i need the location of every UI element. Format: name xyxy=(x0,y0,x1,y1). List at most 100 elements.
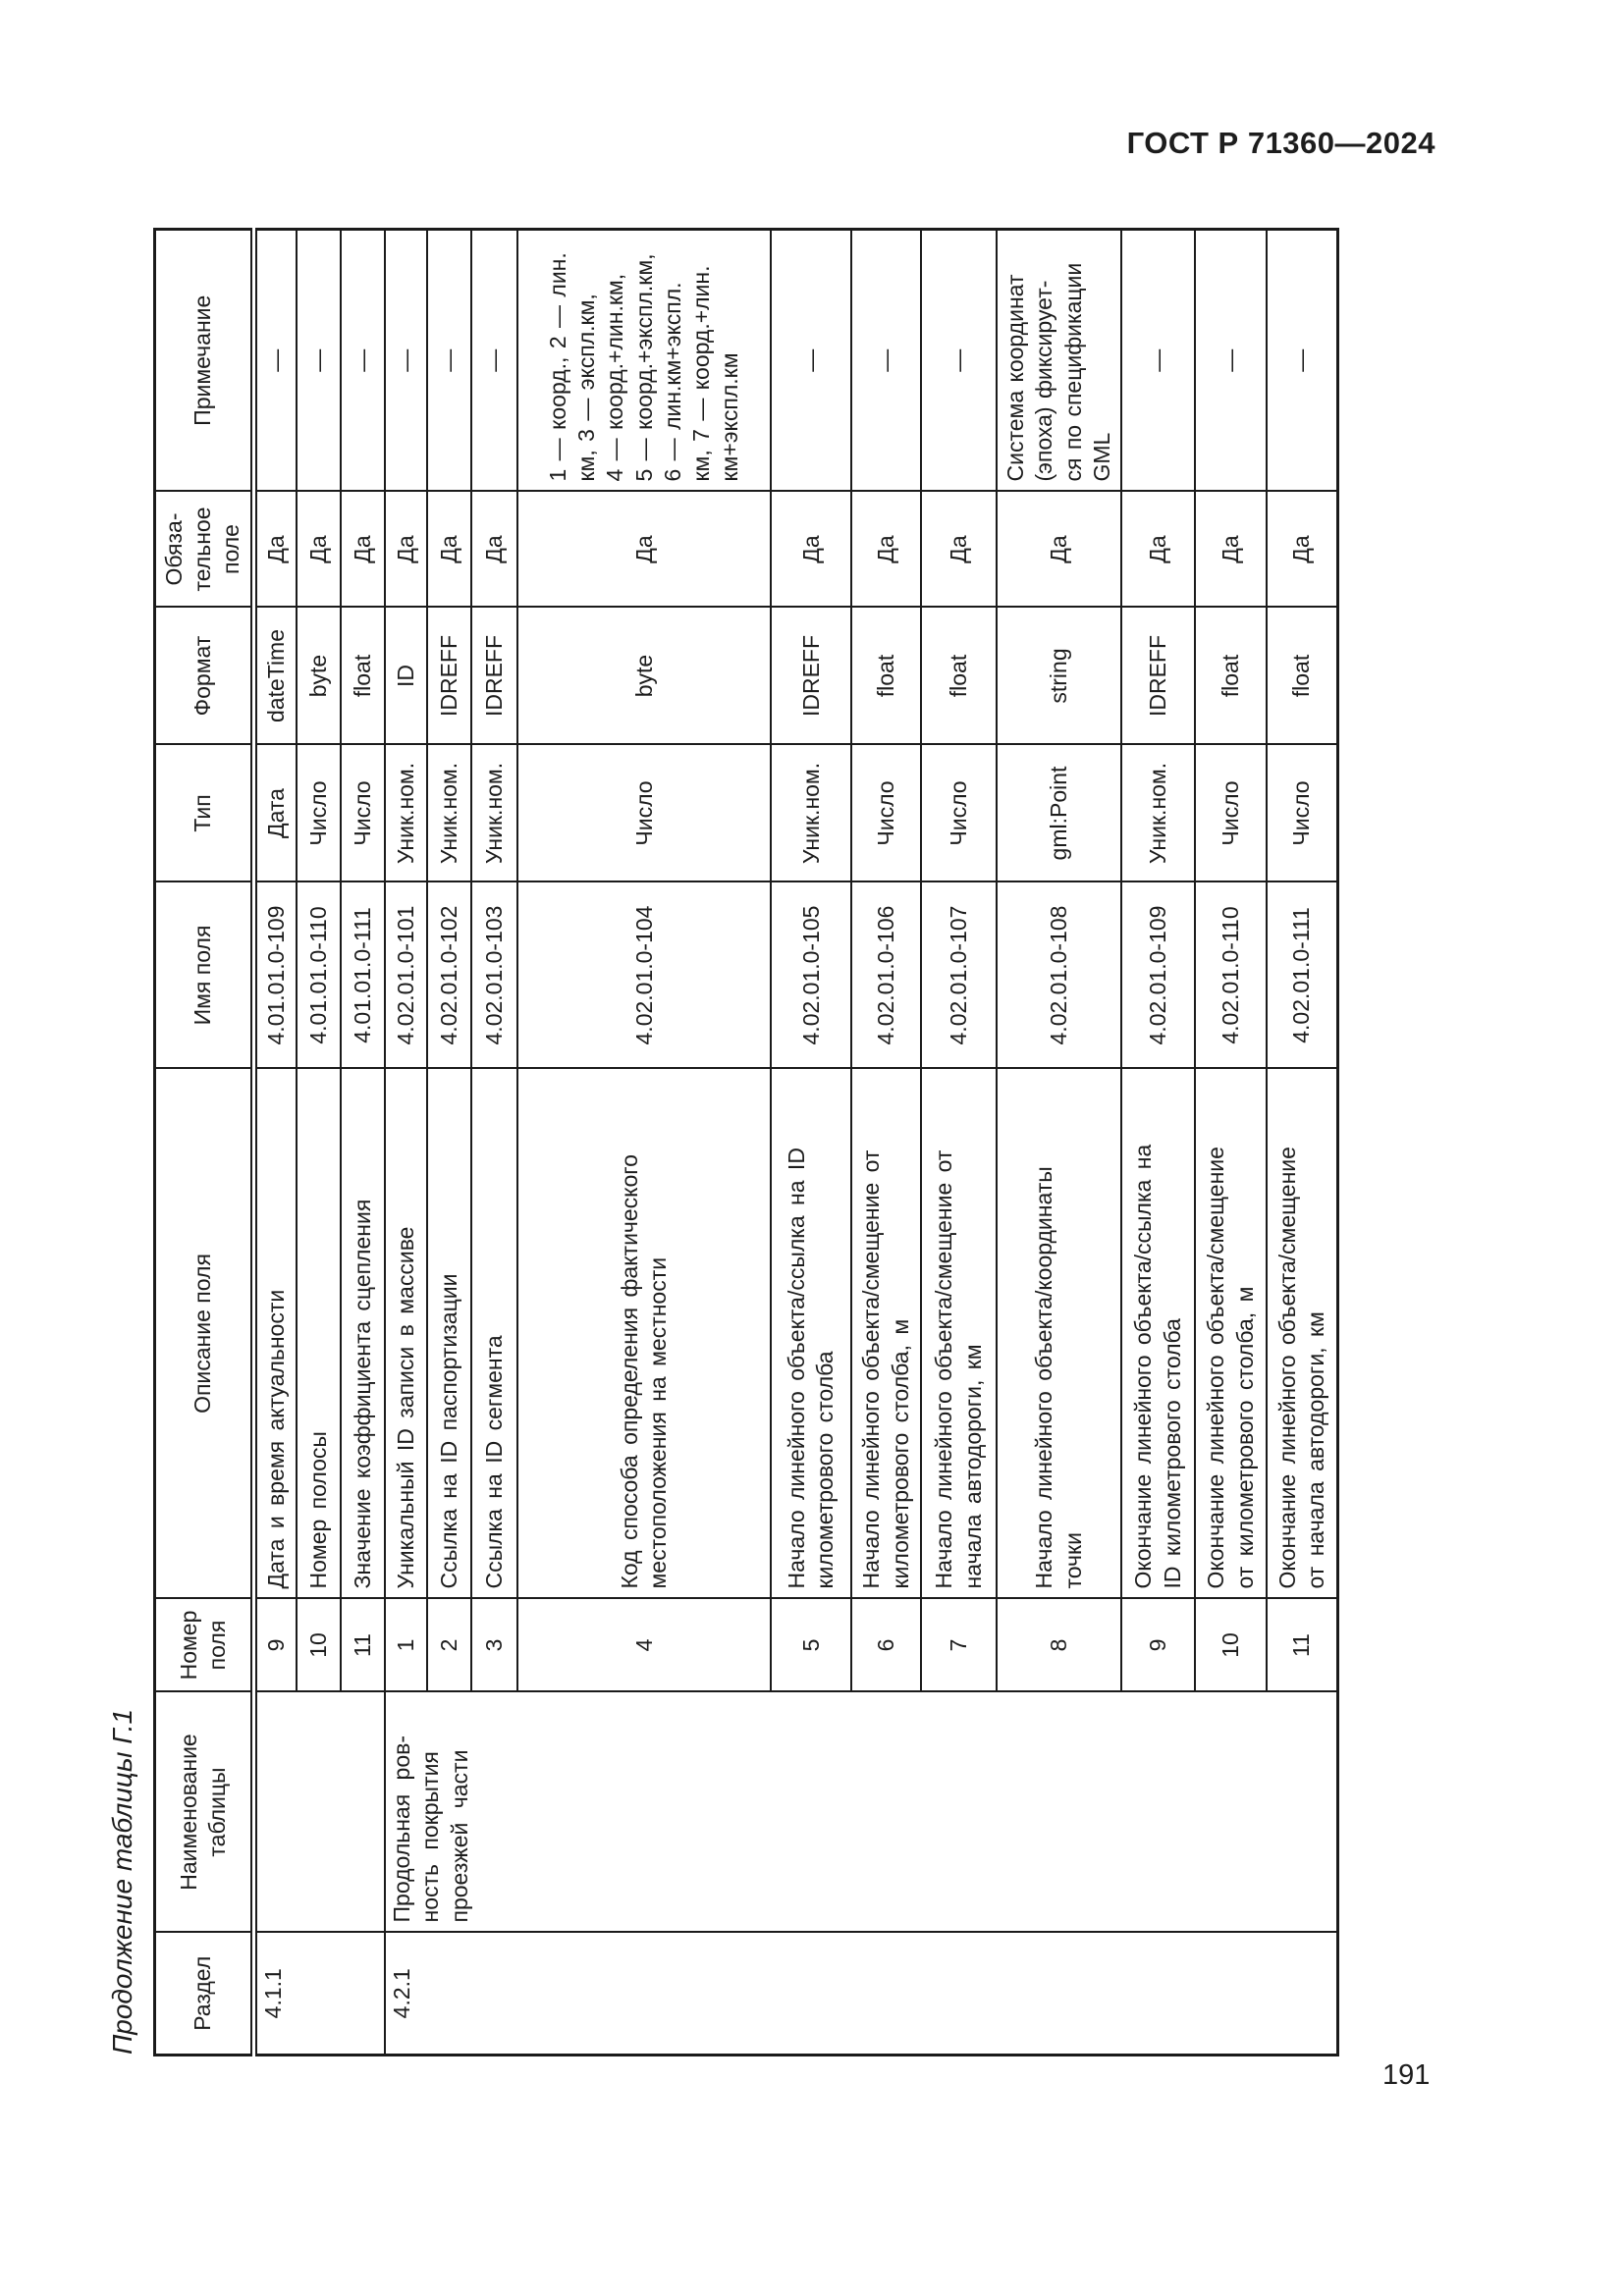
cell-description: Начало линейного объекта/смещение от нач… xyxy=(921,1068,998,1599)
cell-table-name: Продольная ров- ность покрытия проезжей … xyxy=(385,1691,1338,1933)
cell-required: Да xyxy=(517,491,772,608)
cell-required: Да xyxy=(471,491,518,608)
cell-format: dateTime xyxy=(253,607,298,745)
cell-required: Да xyxy=(1267,491,1338,608)
cell-field-number: 9 xyxy=(253,1598,298,1692)
cell-note: — xyxy=(1121,229,1196,492)
cell-description: Окончание линейного объекта/ссылка на ID… xyxy=(1121,1068,1196,1599)
header-tip: Тип xyxy=(154,744,254,882)
cell-type: Число xyxy=(517,744,772,882)
cell-format: IDREFF xyxy=(1121,607,1196,745)
cell-note: — xyxy=(253,229,298,492)
cell-format: IDREFF xyxy=(771,607,852,745)
cell-description: Ссылка на ID паспортизации xyxy=(427,1068,472,1599)
cell-field-number: 11 xyxy=(1267,1598,1338,1692)
cell-format: IDREFF xyxy=(471,607,518,745)
cell-description: Номер полосы xyxy=(297,1068,342,1599)
cell-field-number: 3 xyxy=(471,1598,518,1692)
cell-required: Да xyxy=(341,491,386,608)
cell-description: Окончание линейного объекта/смещение от … xyxy=(1267,1068,1338,1599)
cell-required: Да xyxy=(1121,491,1196,608)
cell-field-name: 4.02.01.0-102 xyxy=(427,881,472,1069)
cell-note: — xyxy=(851,229,922,492)
cell-type: Уник.ном. xyxy=(427,744,472,882)
header-nomer: Номер поля xyxy=(154,1598,254,1692)
cell-type: Уник.ном. xyxy=(385,744,428,882)
cell-type: Число xyxy=(297,744,342,882)
cell-note: Система координат (эпоха) фиксирует- ся … xyxy=(997,229,1122,492)
cell-required: Да xyxy=(997,491,1122,608)
header-primechanie: Примечание xyxy=(154,229,254,492)
cell-description: Уникальный ID записи в массиве xyxy=(385,1068,428,1599)
cell-field-number: 7 xyxy=(921,1598,998,1692)
cell-field-number: 10 xyxy=(297,1598,342,1692)
cell-type: Число xyxy=(1195,744,1268,882)
cell-type: gml:Point xyxy=(997,744,1122,882)
cell-description: Начало линейного объекта/координаты точк… xyxy=(997,1068,1122,1599)
cell-note: — xyxy=(771,229,852,492)
table-row: 4.1.1 9 Дата и время актуальности 4.01.01.0… xyxy=(253,229,386,2056)
cell-note: — xyxy=(1195,229,1268,492)
cell-note: — xyxy=(471,229,518,492)
cell-field-name: 4.02.01.0-103 xyxy=(471,881,518,1069)
cell-field-name: 4.01.01.0-111 xyxy=(341,881,386,1069)
cell-format: ID xyxy=(385,607,428,745)
cell-required: Да xyxy=(385,491,428,608)
cell-type: Число xyxy=(851,744,922,882)
cell-field-name: 4.02.01.0-101 xyxy=(385,881,428,1069)
cell-field-number: 6 xyxy=(851,1598,922,1692)
cell-note: — xyxy=(1267,229,1338,492)
header-obyaz: Обяза- тельное поле xyxy=(154,491,254,608)
cell-required: Да xyxy=(297,491,342,608)
table-body: 4.1.1 9 Дата и время актуальности 4.01.01.0… xyxy=(253,229,1338,2056)
cell-format: IDREFF xyxy=(427,607,472,745)
cell-format: string xyxy=(997,607,1122,745)
page-number: 191 xyxy=(1382,2059,1431,2091)
cell-required: Да xyxy=(851,491,922,608)
cell-format: byte xyxy=(517,607,772,745)
cell-field-name: 4.02.01.0-107 xyxy=(921,881,998,1069)
cell-field-name: 4.02.01.0-106 xyxy=(851,881,922,1069)
table-caption: Продолжение таблицы Г.1 xyxy=(107,1708,137,2055)
cell-description: Код способа определения фактического мес… xyxy=(517,1068,772,1599)
cell-note: — xyxy=(341,229,386,492)
header-naimenovanie: Наименование таблицы xyxy=(154,1691,254,1933)
cell-type: Уник.ном. xyxy=(1121,744,1196,882)
cell-type: Число xyxy=(1267,744,1338,882)
cell-note: 1 — коорд., 2 — лин. км, 3 — экспл.км, 4… xyxy=(517,229,772,492)
cell-section: 4.2.1 xyxy=(385,1932,1338,2056)
cell-description: Начало линейного объекта/смещение от кил… xyxy=(851,1068,922,1599)
header-format: Формат xyxy=(154,607,254,745)
cell-field-number: 11 xyxy=(341,1598,386,1692)
header-imya: Имя поля xyxy=(154,881,254,1069)
cell-description: Значение коэффициента сцепления xyxy=(341,1068,386,1599)
cell-note: — xyxy=(385,229,428,492)
cell-required: Да xyxy=(253,491,298,608)
cell-format: float xyxy=(341,607,386,745)
cell-format: float xyxy=(921,607,998,745)
cell-field-name: 4.02.01.0-104 xyxy=(517,881,772,1069)
cell-type: Уник.ном. xyxy=(471,744,518,882)
cell-format: byte xyxy=(297,607,342,745)
cell-field-name: 4.02.01.0-108 xyxy=(997,881,1122,1069)
cell-type: Число xyxy=(341,744,386,882)
cell-description: Начало линейного объекта/ссылка на ID ки… xyxy=(771,1068,852,1599)
cell-field-number: 4 xyxy=(517,1598,772,1692)
header-razdel: Раздел xyxy=(154,1932,254,2056)
cell-required: Да xyxy=(427,491,472,608)
cell-field-number: 8 xyxy=(997,1598,1122,1692)
cell-description: Окончание линейного объекта/смещение от … xyxy=(1195,1068,1268,1599)
cell-section: 4.1.1 xyxy=(253,1932,386,2056)
table-row: 4.2.1 Продольная ров- ность покрытия прое… xyxy=(385,229,1338,2056)
cell-description: Ссылка на ID сегмента xyxy=(471,1068,518,1599)
cell-required: Да xyxy=(771,491,852,608)
cell-field-name: 4.02.01.0-110 xyxy=(1195,881,1268,1069)
cell-field-number: 10 xyxy=(1195,1598,1268,1692)
cell-field-number: 9 xyxy=(1121,1598,1196,1692)
cell-field-number: 1 xyxy=(385,1598,428,1692)
cell-format: float xyxy=(851,607,922,745)
cell-format: float xyxy=(1267,607,1338,745)
cell-field-number: 5 xyxy=(771,1598,852,1692)
cell-field-name: 4.01.01.0-109 xyxy=(253,881,298,1069)
cell-field-name: 4.01.01.0-110 xyxy=(297,881,342,1069)
